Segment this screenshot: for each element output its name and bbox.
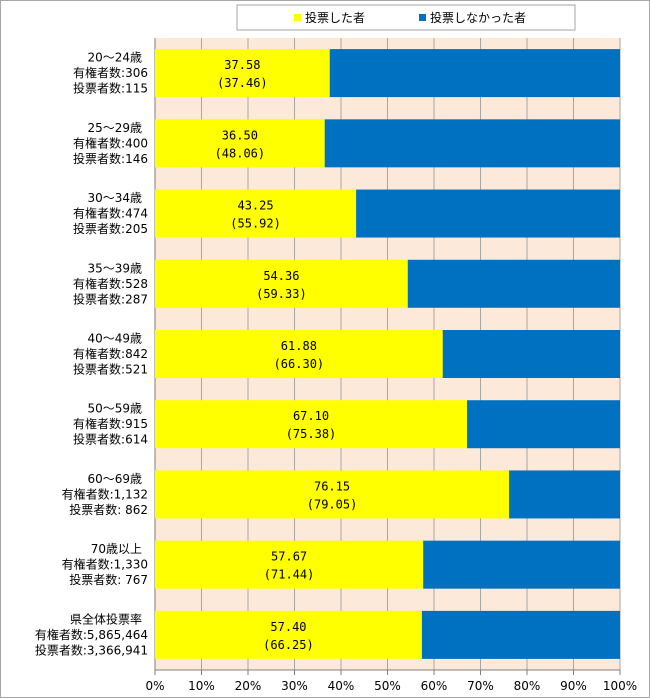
data-label-previous-rate: (48.06) <box>215 146 266 160</box>
bar-voted <box>155 330 443 378</box>
category-voters: 投票者数: 767 <box>69 572 148 587</box>
x-tick-label: 80% <box>514 679 541 693</box>
category-voters: 投票者数:287 <box>73 291 148 306</box>
bar-not-voted <box>324 119 620 168</box>
category-voters: 投票者数:146 <box>73 151 148 166</box>
bar-not-voted <box>356 189 620 238</box>
legend-swatch-voted <box>294 14 301 21</box>
x-tick-label: 100% <box>603 679 637 693</box>
category-label: 50～59歳 <box>87 402 142 416</box>
x-tick-label: 0% <box>145 679 164 693</box>
data-label-previous-rate: (66.25) <box>263 638 314 652</box>
category-voters: 投票者数:3,366,941 <box>35 642 148 657</box>
data-label-rate: 57.40 <box>270 620 306 634</box>
category-label: 60～69歳 <box>87 472 142 486</box>
category-registered-voters: 有権者数:842 <box>73 346 148 361</box>
x-tick-label: 20% <box>235 679 262 693</box>
plot-area: 0% 10% 20% 30% 40% 50% 60% 70% 80% 90% 100% 37.58 (3… <box>35 38 637 693</box>
bar-not-voted <box>329 49 620 98</box>
category-label: 70歳以上 <box>91 542 142 556</box>
data-label-rate: 43.25 <box>237 199 273 213</box>
category-label: 40～49歳 <box>87 332 142 346</box>
category-registered-voters: 有権者数:306 <box>73 65 148 80</box>
data-label-rate: 61.88 <box>281 339 317 353</box>
category-registered-voters: 有権者数:1,132 <box>62 486 148 501</box>
bar-voted <box>155 119 325 168</box>
category-label: 25～29歳 <box>87 121 142 135</box>
bar-voted <box>155 470 510 519</box>
category-registered-voters: 有権者数:5,865,464 <box>35 627 148 642</box>
category-voters: 投票者数:205 <box>73 221 148 236</box>
category-label: 20～24歳 <box>87 51 142 65</box>
data-label-previous-rate: (66.30) <box>274 357 325 371</box>
x-tick-label: 60% <box>421 679 448 693</box>
bar-voted <box>155 610 422 659</box>
bar-voted <box>155 540 424 589</box>
bar-not-voted <box>442 330 620 378</box>
bar-not-voted <box>509 470 620 519</box>
data-label-rate: 57.67 <box>271 550 307 564</box>
category-label: 県全体投票率 <box>70 611 142 626</box>
data-label-previous-rate: (75.38) <box>286 427 337 441</box>
category-registered-voters: 有権者数:528 <box>73 276 148 291</box>
bar-voted <box>155 400 468 449</box>
legend-label-voted: 投票した者 <box>305 10 365 25</box>
bar-not-voted <box>421 610 620 659</box>
category-voters: 投票者数:614 <box>73 432 148 447</box>
x-tick-label: 30% <box>281 679 308 693</box>
bar-voted <box>155 189 357 238</box>
category-label: 35～39歳 <box>87 261 142 275</box>
category-label: 30～34歳 <box>87 191 142 205</box>
data-label-previous-rate: (37.46) <box>217 76 268 90</box>
data-label-rate: 36.50 <box>222 128 258 142</box>
x-tick-label: 90% <box>560 679 587 693</box>
category-voters: 投票者数: 862 <box>69 502 148 517</box>
category-registered-voters: 有権者数:915 <box>73 416 148 431</box>
data-label-previous-rate: (71.44) <box>264 568 315 582</box>
category-registered-voters: 有権者数:474 <box>73 206 148 221</box>
bar-not-voted <box>467 400 620 449</box>
bar-voted <box>155 259 408 308</box>
x-tick-label: 40% <box>328 679 355 693</box>
bar-not-voted <box>423 540 620 589</box>
data-label-previous-rate: (55.92) <box>230 217 281 231</box>
legend-label-not-voted: 投票しなかった者 <box>430 10 526 25</box>
x-tick-label: 70% <box>467 679 494 693</box>
data-label-previous-rate: (59.33) <box>256 287 307 301</box>
data-label-rate: 67.10 <box>293 409 329 423</box>
category-registered-voters: 有権者数:400 <box>73 135 148 150</box>
bar-voted <box>155 49 330 98</box>
x-tick-label: 10% <box>188 679 215 693</box>
x-tick-label: 50% <box>374 679 401 693</box>
bar-not-voted <box>407 259 620 308</box>
data-label-previous-rate: (79.05) <box>307 497 358 511</box>
category-voters: 投票者数:115 <box>73 81 148 96</box>
legend-swatch-not-voted <box>419 14 426 21</box>
legend: 投票した者 投票しなかった者 <box>236 4 576 31</box>
data-label-rate: 54.36 <box>263 269 299 283</box>
data-label-rate: 76.15 <box>314 479 350 493</box>
category-registered-voters: 有権者数:1,330 <box>62 557 148 572</box>
data-label-rate: 37.58 <box>224 58 260 72</box>
category-voters: 投票者数:521 <box>73 362 148 377</box>
